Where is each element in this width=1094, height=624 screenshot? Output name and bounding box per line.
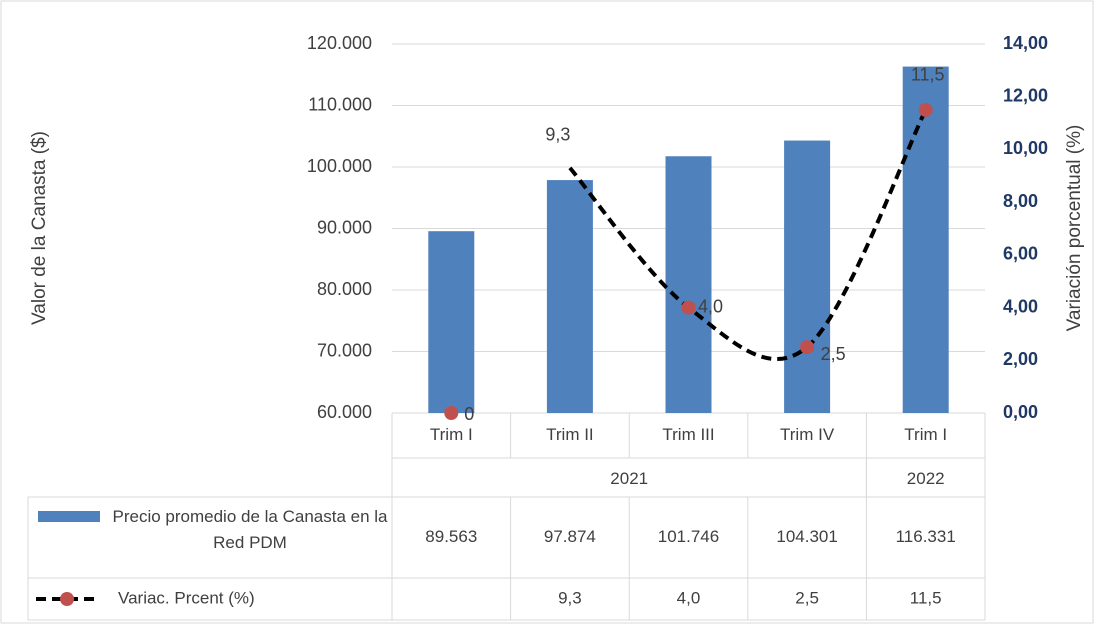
y-axis-title: Valor de la Canasta ($) <box>29 131 50 325</box>
table-cell: 101.746 <box>658 527 719 546</box>
x-tick-label: Trim II <box>546 425 594 444</box>
y2-tick-label: 6,00 <box>1003 244 1038 264</box>
x-tick-label: Trim I <box>430 425 473 444</box>
y2-tick-label: 10,00 <box>1003 138 1048 158</box>
table-cell: 9,3 <box>558 588 582 607</box>
y-tick-label: 110.000 <box>308 94 372 114</box>
y-tick-label: 100.000 <box>307 156 372 176</box>
legend-marker <box>60 592 74 606</box>
y-tick-label: 80.000 <box>317 279 372 299</box>
y-tick-label: 70.000 <box>317 340 372 360</box>
data-label: 0 <box>464 404 474 424</box>
y2-tick-label: 0,00 <box>1003 402 1038 422</box>
y-tick-label: 60.000 <box>317 402 372 422</box>
x-tick-label: Trim I <box>904 425 947 444</box>
legend-label: Precio promedio de la Canasta en la Red … <box>112 507 388 552</box>
y-tick-label: 90.000 <box>317 217 372 237</box>
data-label: 9,3 <box>545 125 570 145</box>
year-label: 2022 <box>907 469 945 488</box>
year-label: 2021 <box>610 469 648 488</box>
table-cell: 116.331 <box>896 527 956 546</box>
marker <box>681 300 696 315</box>
line <box>568 108 928 361</box>
y2-tick-label: 4,00 <box>1003 296 1038 316</box>
x-tick-label: Trim IV <box>780 425 835 444</box>
legend-label: Variac. Prcent (%) <box>118 588 255 607</box>
bar <box>665 156 712 414</box>
table-cell: 11,5 <box>910 588 942 607</box>
table-cell: 104.301 <box>776 527 837 546</box>
table-cell: 97.874 <box>544 527 596 546</box>
table-cell: 2,5 <box>795 588 819 607</box>
y2-tick-label: 2,00 <box>1003 349 1038 369</box>
bar <box>428 231 475 413</box>
y2-tick-label: 12,00 <box>1003 85 1048 105</box>
marker <box>800 340 815 355</box>
y2-axis-title: Variación porcentual (%) <box>1064 125 1085 332</box>
bar <box>902 66 949 414</box>
y-tick-label: 120.000 <box>307 33 372 53</box>
legend-swatch <box>38 511 100 522</box>
bar <box>784 140 831 414</box>
x-tick-label: Trim III <box>662 425 714 444</box>
marker <box>444 406 459 420</box>
data-label: 11,5 <box>911 65 945 85</box>
marker <box>918 102 933 117</box>
table-cell: 4,0 <box>677 588 701 607</box>
data-label: 2,5 <box>821 344 846 364</box>
bar <box>546 180 593 413</box>
data-label: 4,0 <box>698 296 723 316</box>
table-cell: 89.563 <box>425 527 477 546</box>
y2-tick-label: 14,00 <box>1003 33 1048 53</box>
y2-tick-label: 8,00 <box>1003 191 1038 211</box>
